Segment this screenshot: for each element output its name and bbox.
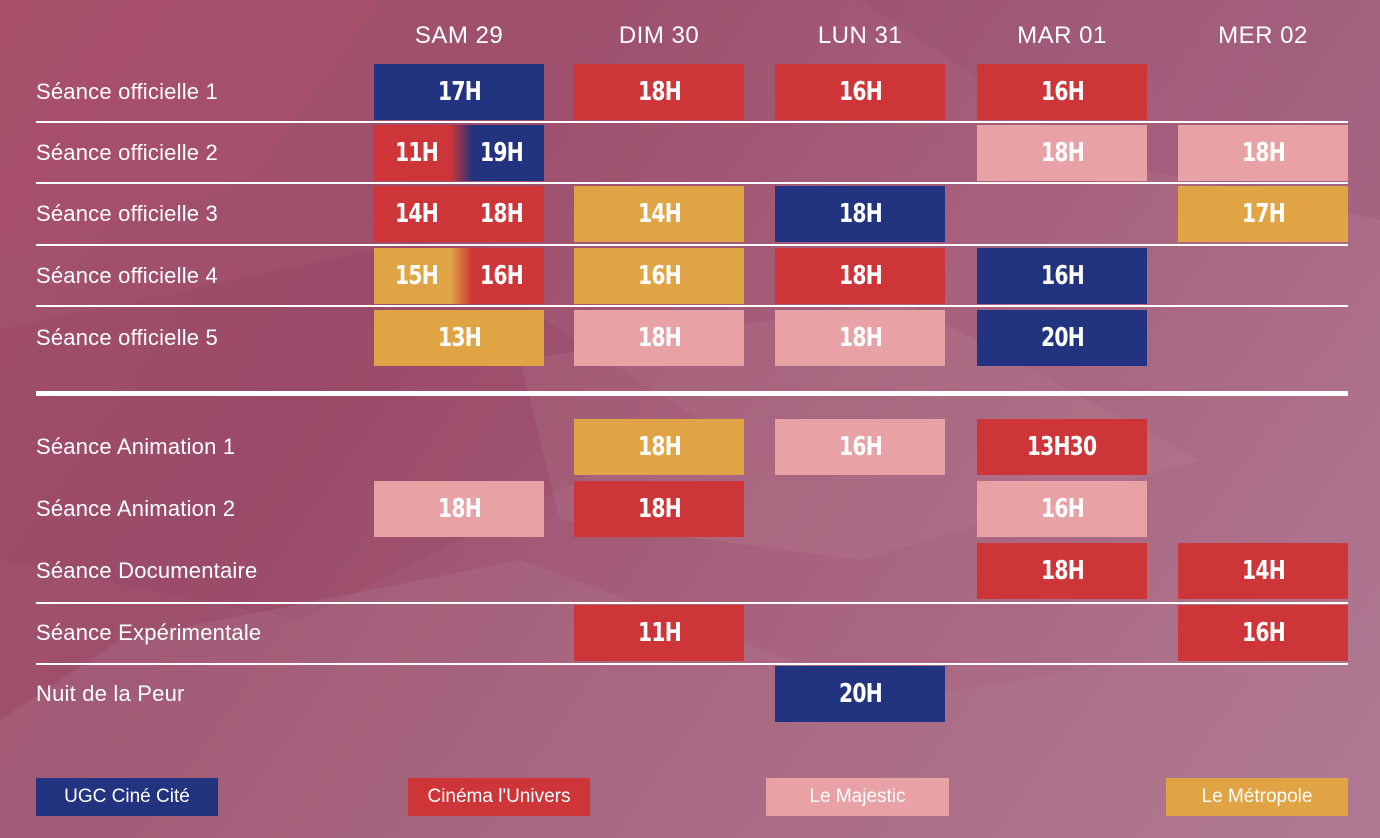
screening-time: 13H [437,323,482,353]
screening-time: 18H [838,323,883,353]
row-divider [36,663,1348,665]
screening-time: 16H [637,261,682,291]
screening-time: 14H [1241,556,1286,586]
row-divider [36,602,1348,604]
section-divider [36,391,1348,396]
screening-time: 16H [1040,494,1085,524]
screening-time: 14H [395,199,439,229]
screening-slot[interactable]: 20H [775,666,945,722]
screening-time: 18H [1040,556,1085,586]
screening-slot[interactable]: 18H [775,248,945,304]
session-label: Séance Expérimentale [36,620,262,645]
screening-slot[interactable]: 18H [1178,125,1348,181]
screening-slot[interactable]: 14H [1178,543,1348,599]
screening-slot[interactable]: 16H [977,248,1147,304]
screening-time: 18H [480,199,524,229]
day-header-0: SAM 29 [414,22,504,49]
screening-slot[interactable]: 18H [775,186,945,242]
day-header-2: LUN 31 [817,22,903,49]
session-label: Séance officielle 1 [36,79,218,104]
screening-slot[interactable]: 18H [374,481,544,537]
screening-slot[interactable]: 11H 19H [374,125,544,181]
screening-time: 13H30 [1027,432,1097,462]
screening-time: 16H [480,261,524,291]
legend-majestic: Le Majestic [766,778,949,816]
screening-time: 11H [395,138,439,168]
screening-time: 20H [838,679,883,709]
screening-time: 18H [637,77,682,107]
session-label: Séance officielle 5 [36,325,218,350]
screening-slot[interactable]: 16H [775,419,945,475]
screening-time: 19H [480,138,524,168]
screening-time: 18H [637,323,682,353]
row-divider [36,121,1348,123]
screening-slot[interactable]: 20H [977,310,1147,366]
screening-time: 16H [838,77,883,107]
screening-slot[interactable]: 18H [775,310,945,366]
screening-time: 14H [637,199,682,229]
screening-slot[interactable]: 14H 18H [374,186,544,242]
screening-time: 16H [1040,77,1085,107]
screening-time: 16H [1040,261,1085,291]
screening-time: 18H [838,199,883,229]
session-label: Séance officielle 4 [36,263,218,288]
screening-time: 11H [637,618,682,648]
screening-slot[interactable]: 13H30 [977,419,1147,475]
row-divider [36,305,1348,307]
screening-slot[interactable]: 17H [374,64,544,120]
screening-slot[interactable]: 18H [574,310,744,366]
session-label: Nuit de la Peur [36,681,185,706]
screening-time: 18H [637,432,682,462]
screening-slot[interactable]: 18H [977,125,1147,181]
screening-time: 17H [437,77,482,107]
row-divider [36,182,1348,184]
screening-slot[interactable]: 18H [977,543,1147,599]
screening-slot[interactable]: 16H [977,481,1147,537]
day-header-4: MER 02 [1218,22,1308,49]
screening-slot[interactable]: 16H [775,64,945,120]
screening-slot[interactable]: 13H [374,310,544,366]
legend-metropole: Le Métropole [1166,778,1348,816]
session-label: Séance Animation 2 [36,496,236,521]
screening-slot[interactable]: 15H 16H [374,248,544,304]
session-label: Séance officielle 2 [36,140,218,165]
screening-time: 16H [838,432,883,462]
screening-slot[interactable]: 11H [574,605,744,661]
screening-time: 18H [838,261,883,291]
screening-slot[interactable]: 18H [574,419,744,475]
session-label: Séance Animation 1 [36,434,236,459]
legend-ugc: UGC Ciné Cité [36,778,218,816]
screening-slot[interactable]: 18H [574,481,744,537]
day-header-3: MAR 01 [1017,22,1107,49]
screening-time: 18H [637,494,682,524]
screening-time: 20H [1040,323,1085,353]
session-label: Séance officielle 3 [36,201,218,226]
screening-slot[interactable]: 16H [977,64,1147,120]
screening-slot[interactable]: 18H [574,64,744,120]
screening-slot[interactable]: 14H [574,186,744,242]
screening-time: 18H [1040,138,1085,168]
session-label: Séance Documentaire [36,558,258,583]
screening-slot[interactable]: 17H [1178,186,1348,242]
screening-time: 18H [437,494,482,524]
screening-slot[interactable]: 16H [1178,605,1348,661]
screening-time: 18H [1241,138,1286,168]
row-divider [36,244,1348,246]
screening-time: 16H [1241,618,1286,648]
screening-time: 15H [395,261,439,291]
legend-univers: Cinéma l'Univers [408,778,590,816]
screening-slot[interactable]: 16H [574,248,744,304]
day-header-1: DIM 30 [618,22,700,49]
screening-time: 17H [1241,199,1286,229]
